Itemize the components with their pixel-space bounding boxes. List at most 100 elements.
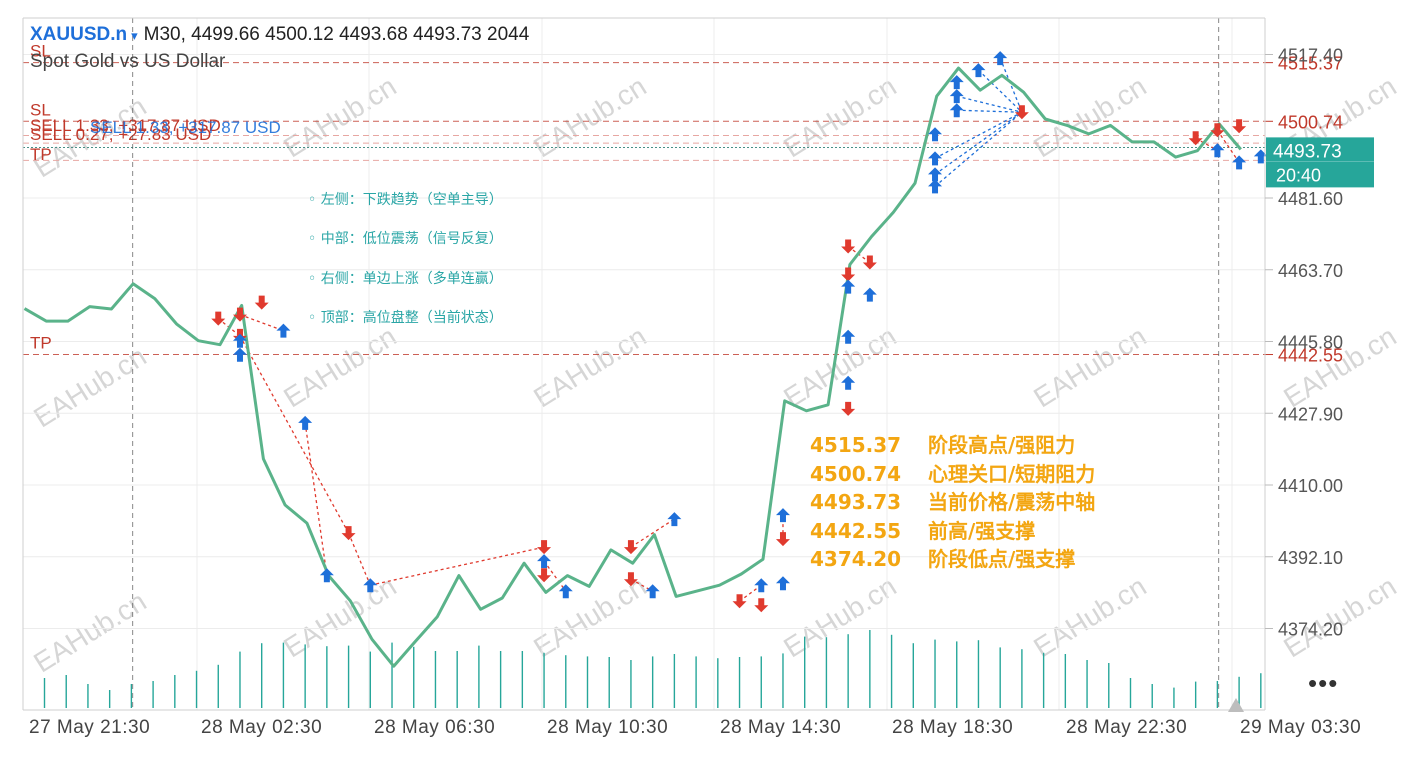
trade-link [978, 69, 1023, 113]
buy-arrow-icon[interactable] [971, 63, 986, 78]
buy-arrow-icon[interactable] [537, 554, 552, 569]
x-tick-label: 28 May 14:30 [720, 717, 841, 738]
watermark-text: EAHub.cn [1028, 320, 1151, 413]
watermark-text: EAHub.cn [278, 70, 401, 163]
buy-arrow-icon[interactable] [928, 179, 943, 194]
buy-arrow-icon[interactable] [232, 333, 247, 348]
buy-arrow-icon[interactable] [645, 584, 660, 599]
sell-arrow-icon[interactable] [537, 540, 552, 555]
buy-arrow-icon[interactable] [1253, 149, 1268, 164]
sell-arrow-icon[interactable] [754, 598, 769, 613]
buy-arrow-icon[interactable] [862, 287, 877, 302]
buy-arrow-icon[interactable] [1232, 155, 1247, 170]
legend-panel: ◦ 左侧：下跌趋势（空单主导） ◦ 中部：低位震荡（信号反复） ◦ 右侧：单边上… [308, 186, 503, 344]
key-level-price: 4442.55 [810, 518, 902, 543]
sell-arrow-icon[interactable] [732, 594, 747, 609]
buy-arrow-icon[interactable] [319, 568, 334, 583]
position-label[interactable]: TP [30, 145, 52, 164]
buy-arrow-icon[interactable] [775, 576, 790, 591]
buy-arrow-icon[interactable] [775, 508, 790, 523]
buy-arrow-icon[interactable] [949, 75, 964, 90]
position-label-overlap: SELL 1.33, +317.87 USD [90, 118, 281, 137]
buy-arrow-icon[interactable] [928, 151, 943, 166]
key-level-row: 4493.73 当前价格/震荡中轴 [810, 486, 1095, 515]
symbol-name[interactable]: XAUUSD.n [30, 24, 128, 45]
buy-arrow-icon[interactable] [949, 89, 964, 104]
buy-arrow-icon[interactable] [928, 167, 943, 182]
sell-arrow-icon[interactable] [623, 540, 638, 555]
more-options-icon[interactable]: ••• [1308, 668, 1339, 698]
y-tick-label: 4410.00 [1278, 476, 1343, 496]
buy-arrow-icon[interactable] [298, 415, 313, 430]
y-tick-label: 4463.70 [1278, 261, 1343, 281]
price-line[interactable] [23, 66, 1242, 668]
buy-arrow-icon[interactable] [841, 329, 856, 344]
buy-arrow-icon[interactable] [928, 127, 943, 142]
buy-arrow-icon[interactable] [841, 279, 856, 294]
sell-arrow-icon[interactable] [841, 239, 856, 254]
sell-arrow-icon[interactable] [1210, 123, 1225, 138]
key-level-label: 阶段低点/强支撑 [928, 547, 1076, 571]
key-level-row: 4442.55 前高/强支撑 [810, 515, 1095, 544]
trade-link [1216, 129, 1240, 163]
buy-arrow-icon[interactable] [363, 578, 378, 593]
x-tick-label: 27 May 21:30 [29, 717, 150, 738]
position-label[interactable]: SELL 0.27, +27.83 USD [30, 125, 211, 144]
watermark-text: EAHub.cn [778, 570, 901, 663]
sell-arrow-icon[interactable] [211, 311, 226, 326]
buy-arrow-icon[interactable] [1210, 143, 1225, 158]
sell-arrow-icon[interactable] [341, 526, 356, 541]
x-tick-label: 29 May 03:30 [1240, 717, 1361, 738]
sell-arrow-icon[interactable] [1014, 105, 1029, 120]
watermark-text: EAHub.cn [1028, 570, 1151, 663]
sell-arrow-icon[interactable] [537, 568, 552, 583]
legend-item-left: ◦ 左侧：下跌趋势（空单主导） [308, 192, 503, 208]
sell-arrow-icon[interactable] [775, 532, 790, 547]
buy-arrow-icon[interactable] [232, 347, 247, 362]
buy-arrow-icon[interactable] [841, 375, 856, 390]
x-tick-label: 28 May 22:30 [1066, 717, 1187, 738]
scroll-to-latest-icon[interactable] [1228, 698, 1244, 712]
sell-arrow-icon[interactable] [841, 401, 856, 416]
trade-link [347, 532, 371, 586]
key-level-row: 4374.20 阶段低点/强支撑 [810, 543, 1095, 572]
trade-link [239, 335, 350, 534]
sell-arrow-icon[interactable] [623, 572, 638, 587]
legend-item-top: ◦ 顶部：高位盘整（当前状态） [308, 310, 503, 327]
buy-arrow-icon[interactable] [993, 51, 1008, 66]
trade-link [739, 584, 762, 602]
y-tick-label: 4481.60 [1278, 189, 1343, 209]
trade-link [543, 560, 567, 592]
level-tag: SL [30, 42, 51, 61]
key-level-row: 4515.37 阶段高点/强阻力 [810, 429, 1095, 458]
key-levels-panel: 4515.37 阶段高点/强阻力 4500.74 心理关口/短期阻力 4493.73… [810, 429, 1095, 572]
ohlc-quote: M30, 4499.66 4500.12 4493.68 4493.73 204… [143, 24, 530, 45]
level-price-label: 4442.55 [1278, 346, 1343, 366]
level-price-label: 4500.74 [1278, 112, 1343, 132]
y-tick-label: 4427.90 [1278, 404, 1343, 424]
trade-link [956, 109, 1022, 113]
buy-arrow-icon[interactable] [276, 323, 291, 338]
x-tick-label: 28 May 02:30 [201, 717, 322, 738]
x-tick-label: 28 May 18:30 [892, 717, 1013, 738]
sell-arrow-icon[interactable] [254, 295, 269, 310]
sell-arrow-icon[interactable] [862, 255, 877, 270]
watermark-text: EAHub.cn [528, 320, 651, 413]
sell-arrow-icon[interactable] [841, 267, 856, 282]
trade-link [934, 111, 1023, 159]
sell-arrow-icon[interactable] [232, 307, 247, 322]
y-tick-label: 4445.80 [1278, 333, 1343, 353]
legend-item-right: ◦ 右侧：单边上涨（多单连赢） [308, 270, 503, 287]
sell-arrow-icon[interactable] [1188, 131, 1203, 146]
buy-arrow-icon[interactable] [667, 512, 682, 527]
key-level-label: 当前价格/震荡中轴 [928, 490, 1096, 514]
watermark-text: EAHub.cn [1278, 570, 1401, 663]
sell-arrow-icon[interactable] [1232, 119, 1247, 134]
buy-arrow-icon[interactable] [754, 578, 769, 593]
current-price-box [1266, 137, 1374, 188]
buy-arrow-icon[interactable] [949, 103, 964, 118]
buy-arrow-icon[interactable] [558, 584, 573, 599]
position-label[interactable]: SELL 1.33, +317.87 USD [30, 116, 221, 135]
symbol-dropdown-icon[interactable]: ▾ [131, 28, 138, 43]
